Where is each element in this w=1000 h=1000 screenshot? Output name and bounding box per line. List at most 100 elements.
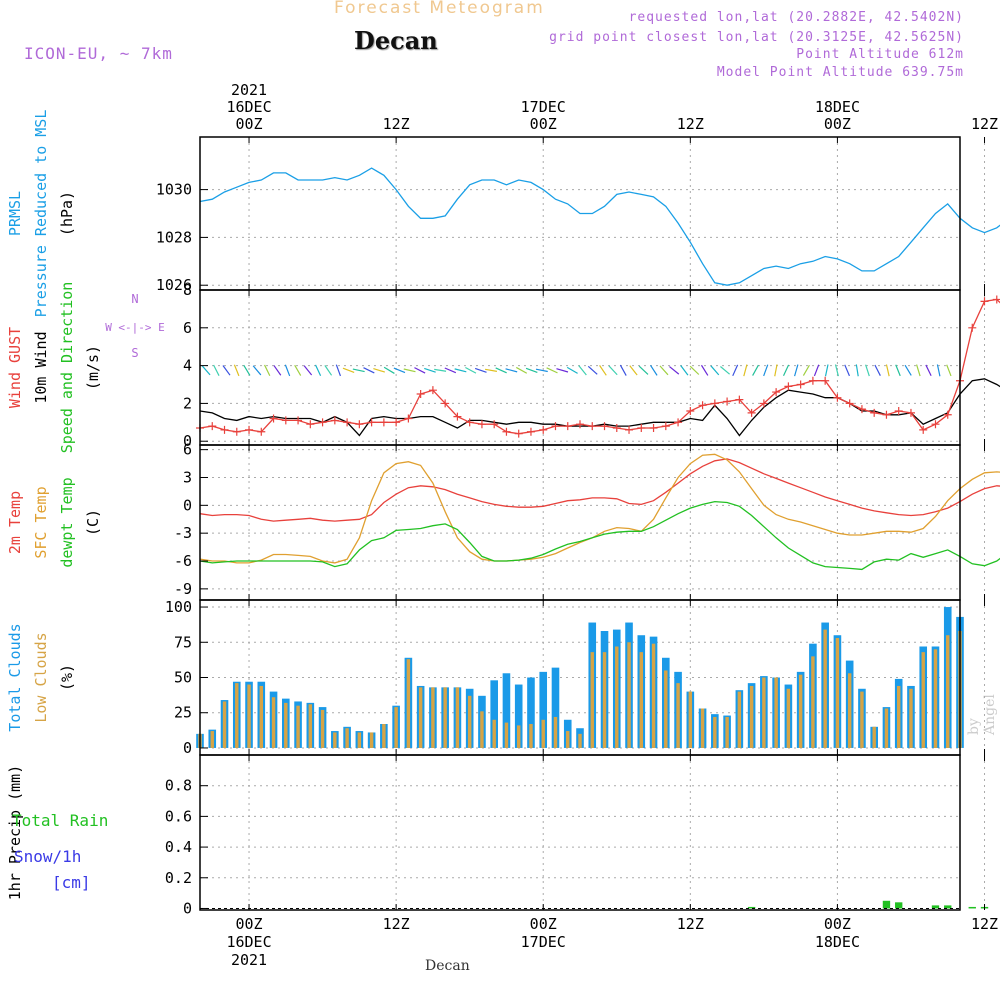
top-time-label: 12Z	[971, 115, 998, 133]
bottom-time-label: 00Z	[824, 915, 851, 933]
panel-label: Pressure Reduced to MSL	[32, 110, 50, 318]
low-cloud-bar	[884, 708, 889, 748]
low-cloud-bar	[308, 704, 313, 748]
low-cloud-bar	[713, 716, 717, 748]
gust-marker	[808, 376, 817, 385]
low-cloud-bar	[467, 695, 472, 748]
gust-marker	[919, 425, 928, 434]
wind-gust-line	[199, 298, 1000, 435]
low-cloud-bar	[455, 687, 460, 748]
total-cloud-bar	[490, 680, 498, 748]
low-cloud-bar	[811, 656, 815, 748]
total-cloud-bar	[502, 673, 511, 748]
y-tick-label: 100	[165, 598, 192, 616]
gust-marker	[735, 395, 744, 404]
low-cloud-bar	[860, 691, 864, 748]
legend-snow-unit: [cm]	[52, 873, 91, 892]
low-cloud-bar	[284, 702, 288, 748]
low-cloud-bar	[933, 649, 938, 748]
low-cloud-bar	[602, 652, 607, 748]
wind-arrow	[802, 364, 810, 376]
gust-marker	[796, 380, 805, 389]
sfc-temp-line	[199, 453, 1000, 564]
wind-arrow	[314, 364, 322, 377]
wind-arrow	[659, 365, 669, 376]
y-tick-label: 6	[183, 319, 192, 337]
chart-title: Decan	[354, 26, 438, 55]
low-cloud-bar	[210, 731, 214, 748]
low-cloud-bar	[296, 705, 300, 748]
wind-arrow	[710, 365, 720, 376]
low-cloud-bar	[235, 683, 239, 748]
wind-arrow	[352, 368, 365, 373]
gust-marker	[343, 418, 352, 427]
low-cloud-bar	[823, 629, 827, 748]
grid-point-coordinates: grid point closest lon,lat (20.3125E, 42…	[549, 30, 964, 45]
y-tick-label: 25	[174, 704, 192, 722]
low-cloud-bar	[590, 652, 594, 748]
wind-arrow	[782, 364, 790, 377]
gust-marker	[551, 422, 560, 431]
low-cloud-bar	[418, 687, 423, 748]
low-cloud-bar	[737, 691, 742, 748]
y-tick-label: 8	[183, 281, 192, 299]
compass-west-east: W <-|-> E	[105, 321, 165, 334]
low-cloud-bar	[369, 732, 374, 748]
rain-bar	[944, 905, 952, 909]
y-tick-label: 0	[183, 496, 192, 514]
y-tick-label: 1028	[156, 228, 192, 246]
top-time-label: 00Z	[824, 115, 851, 133]
gust-marker	[318, 418, 327, 427]
gust-marker	[465, 418, 474, 427]
bottom-time-label: 12Z	[971, 915, 998, 933]
wind-arrow	[454, 368, 467, 373]
wind-arrow	[578, 365, 587, 376]
gust-marker	[526, 427, 535, 436]
top-time-label: 00Z	[530, 115, 557, 133]
panel-label: SFC Temp	[32, 486, 50, 558]
gust-marker	[710, 399, 719, 408]
low-cloud-bar	[541, 719, 545, 748]
legend-total-rain: Total Rain	[12, 811, 108, 830]
y-tick-label: 50	[174, 669, 192, 687]
gust-marker	[306, 420, 315, 429]
panel-label: 1hr Precip (mm)	[6, 765, 24, 900]
low-cloud-bar	[406, 659, 411, 748]
wind-arrow	[535, 368, 548, 373]
low-cloud-bar	[382, 724, 386, 748]
wind-arrow	[763, 364, 769, 377]
gust-marker	[220, 425, 229, 434]
gust-marker	[992, 295, 1000, 304]
top-time-label: 2021	[231, 81, 267, 99]
rain-bar	[882, 900, 891, 909]
gust-marker	[637, 423, 646, 432]
wind-arrow	[465, 366, 477, 374]
wind-arrow	[855, 364, 859, 377]
gust-marker	[649, 423, 658, 432]
bottom-time-label: 17DEC	[521, 933, 566, 951]
panel-label: dewpt Temp	[58, 477, 76, 567]
gust-marker	[882, 410, 891, 419]
2m-temp-line	[199, 458, 1000, 522]
low-cloud-bar	[847, 673, 852, 748]
wind-arrow	[650, 364, 658, 376]
y-tick-label: 2	[183, 394, 192, 412]
wind-arrow	[222, 365, 231, 376]
wind-arrow	[495, 367, 507, 374]
wind-arrow	[774, 364, 778, 377]
low-cloud-bar	[247, 684, 251, 748]
panel-label: PRMSL	[6, 191, 24, 236]
wind-arrow	[834, 364, 839, 377]
wind-arrow	[303, 365, 313, 376]
low-cloud-bar	[271, 697, 276, 748]
y-tick-label: -6	[174, 552, 192, 570]
bottom-time-label: 2021	[231, 951, 267, 969]
wind-arrow	[556, 368, 569, 373]
panel-frame	[199, 444, 961, 601]
gust-marker	[857, 405, 866, 414]
wind-arrow	[484, 368, 498, 372]
low-cloud-bar	[651, 643, 656, 748]
gust-marker	[392, 418, 401, 427]
wind-arrow	[689, 365, 700, 375]
